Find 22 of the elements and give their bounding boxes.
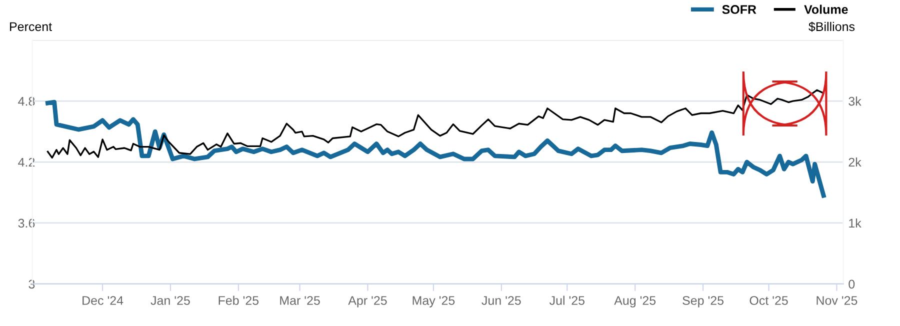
x-tick-label: Jul '25 [549,296,585,305]
x-tick-label: Oct '25 [750,296,788,305]
y2-axis-title: $Billions [808,22,855,32]
x-tick-label: Sep '25 [682,296,724,308]
x-tick-label: Jun '25 [482,296,521,305]
x-tick-label: Feb '25 [218,296,259,305]
x-tick-label: Mar '25 [280,296,320,305]
y2-tick-label: 2k [848,157,862,167]
x-tick-label: Dec '24 [82,296,124,305]
x-tick-label: May '25 [412,296,455,308]
legend-label: SOFR [722,5,756,14]
y-axis-title: Percent [10,22,52,32]
line-series [46,89,824,159]
y2-tick-label: 1k [849,218,862,228]
y2-tick-label: 3k [848,96,862,106]
x-tick-label: Nov '25 [816,296,858,305]
x-tick-label: Jan '25 [150,296,190,305]
line-series [46,100,826,198]
y2-tick-label: 0 [848,280,855,289]
x-tick-label: Aug '25 [614,296,656,308]
legend-label: Volume [804,4,848,14]
x-tick-label: Apr '25 [348,296,387,308]
